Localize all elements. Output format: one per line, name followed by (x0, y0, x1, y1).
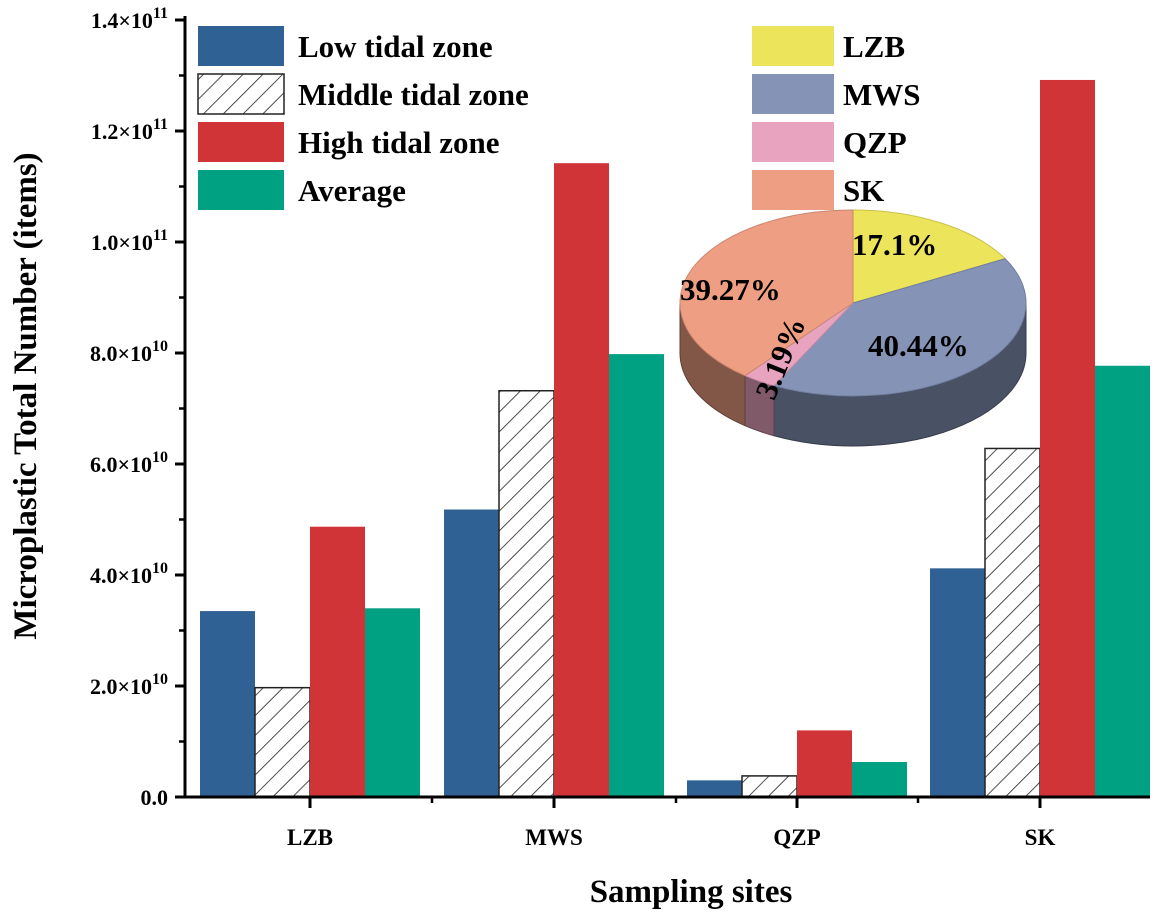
pie-slice-lzb (852, 209, 1007, 304)
x-tick-label-lzb: LZB (287, 825, 333, 850)
bar-high-tidal-zone-sk (1040, 79, 1095, 797)
pie-slice-sk (679, 209, 854, 377)
pie-legend-swatch-qzp (752, 122, 834, 162)
y-axis-title: Microplastic Total Number (items) (8, 152, 44, 639)
legend-swatch-average (198, 170, 284, 210)
bar-middle-tidal-zone-sk (984, 447, 1041, 798)
pie-label-sk: 39.27% (680, 272, 781, 307)
bar-average-lzb (365, 608, 420, 797)
x-tick-label-qzp: QZP (773, 825, 820, 850)
pie-label-mws: 40.44% (868, 328, 969, 363)
bar-average-mws (609, 354, 664, 797)
bar-middle-tidal-zone-qzp (741, 775, 798, 798)
legend-swatch-middle-tidal-zone (197, 73, 285, 115)
bar-low-tidal-zone-mws (444, 509, 499, 797)
bar-average-qzp (852, 762, 907, 797)
bar-high-tidal-zone-lzb (310, 526, 365, 797)
pie-legend-swatch-sk (752, 170, 834, 210)
y-tick-label: 0.0 (141, 785, 169, 810)
x-axis-title: Sampling sites (590, 874, 793, 910)
axes-layer: 0.0 2.0×1010 4.0×1010 6.0×1010 8.0×1010 1.0×1… (90, 5, 1150, 850)
y-tick-label: 1.4×1011 (91, 5, 168, 33)
y-tick-label: 1.0×1011 (91, 227, 168, 255)
y-tick-label: 6.0×1010 (90, 449, 168, 477)
legend-label: Middle tidal zone (298, 77, 529, 112)
pie-legend: LZB MWS QZP SK (752, 26, 921, 210)
x-tick-label-mws: MWS (525, 825, 583, 850)
bar-low-tidal-zone-lzb (200, 611, 255, 797)
pie-legend-swatch-lzb (752, 26, 834, 66)
bar-middle-tidal-zone-mws (498, 389, 555, 798)
pie-legend-label: SK (843, 173, 884, 208)
y-tick-label: 1.2×1011 (91, 116, 168, 144)
bars-layer (200, 79, 1150, 798)
pie-legend-label: QZP (843, 125, 907, 160)
pie-legend-swatch-mws (752, 74, 834, 114)
bar-average-sk (1095, 365, 1150, 797)
pie-legend-label: LZB (843, 29, 905, 64)
pie-slice-mws (773, 258, 1027, 397)
legend-swatch-low-tidal-zone (198, 26, 284, 66)
legend-swatch-high-tidal-zone (198, 122, 284, 162)
x-tick-label-sk: SK (1025, 825, 1056, 850)
legend-label: High tidal zone (298, 125, 500, 160)
bar-low-tidal-zone-qzp (687, 780, 742, 797)
bar-legend: Low tidal zone Middle tidal zone High tida… (197, 26, 529, 210)
pie-legend-label: MWS (843, 77, 921, 112)
bar-high-tidal-zone-qzp (797, 730, 852, 797)
legend-label: Average (298, 173, 406, 208)
y-tick-label: 2.0×1010 (90, 671, 168, 699)
bar-low-tidal-zone-sk (930, 568, 985, 797)
pie-label-lzb: 17.1% (852, 227, 937, 262)
y-tick-label: 4.0×1010 (90, 560, 168, 588)
bar-high-tidal-zone-mws (554, 163, 609, 797)
pie-chart: 17.1%40.44%3.19%39.27% (679, 209, 1027, 447)
y-tick-label: 8.0×1010 (90, 338, 168, 366)
legend-label: Low tidal zone (298, 29, 493, 64)
bar-middle-tidal-zone-lzb (254, 686, 311, 798)
